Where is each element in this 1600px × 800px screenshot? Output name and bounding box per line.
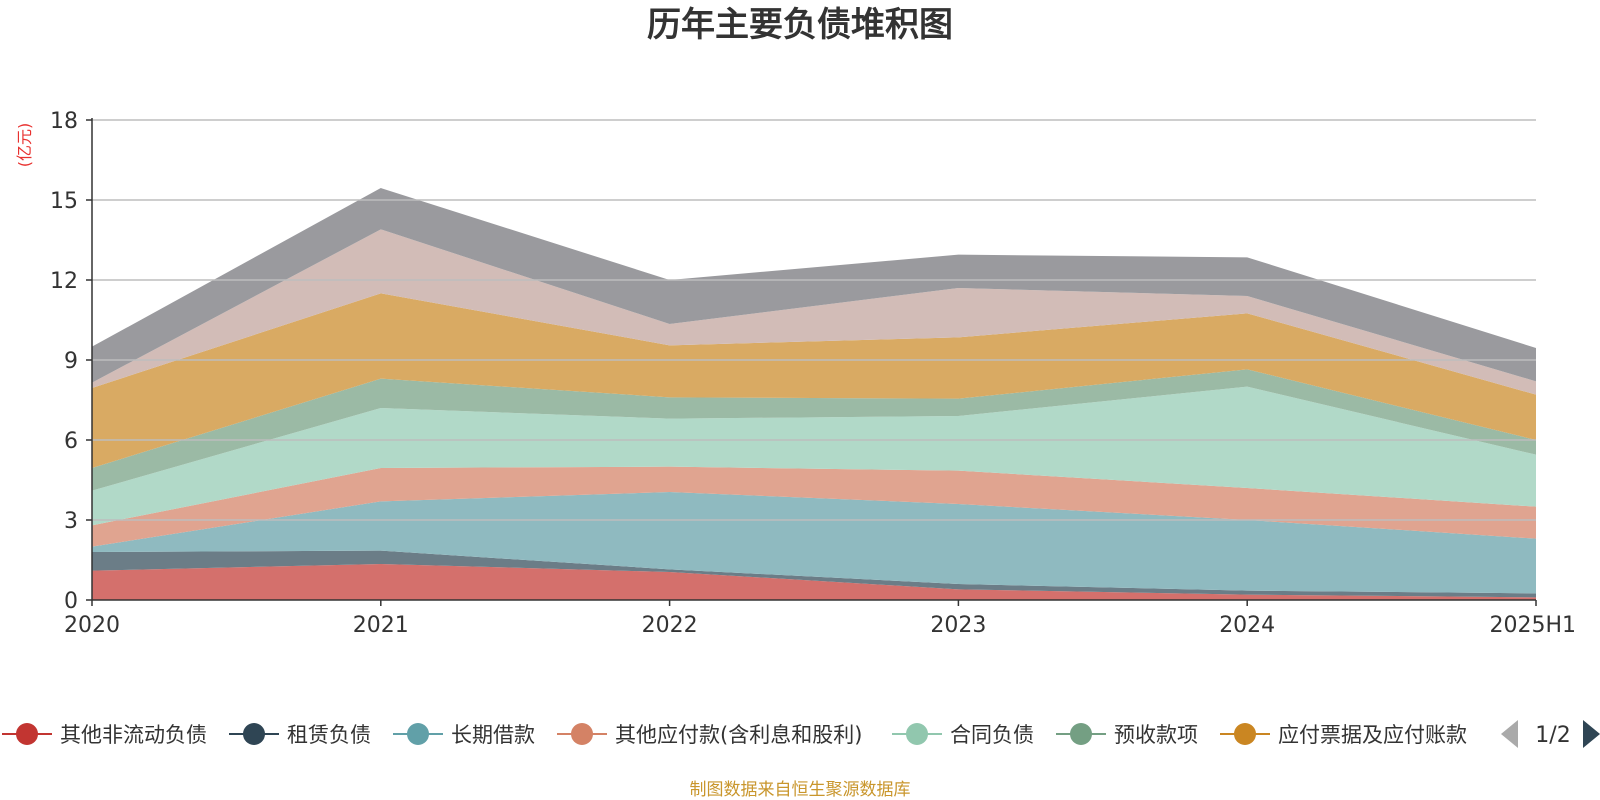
- legend-label: 租赁负债: [287, 723, 371, 747]
- legend-marker-icon: [906, 723, 928, 745]
- legend-item-4[interactable]: 合同负债: [892, 723, 1034, 747]
- axes: [86, 118, 1537, 606]
- area-series-2: [92, 492, 1536, 594]
- area-series-8: [92, 188, 1536, 383]
- legend-item-3[interactable]: 其他应付款(含利息和股利): [557, 723, 862, 747]
- y-tick-label: 6: [64, 429, 78, 454]
- area-layer: [92, 188, 1536, 600]
- area-series-5: [92, 369, 1536, 491]
- x-tick-labels: 2020 2021 2022 2023 2024 2025H1: [64, 613, 1576, 638]
- legend-item-1[interactable]: 租赁负债: [229, 723, 371, 747]
- y-axis-unit: (亿元): [15, 123, 34, 168]
- triangle-right-icon[interactable]: [1583, 720, 1600, 748]
- legend-item-0[interactable]: 其他非流动负债: [2, 723, 207, 747]
- legend-marker-icon: [16, 723, 38, 745]
- area-series-0: [92, 564, 1536, 600]
- y-tick-label: 18: [50, 109, 78, 134]
- x-tick-label: 2022: [642, 613, 698, 638]
- legend-item-6[interactable]: 应付票据及应付账款: [1220, 723, 1467, 747]
- legend-label: 其他应付款(含利息和股利): [615, 723, 862, 747]
- y-tick-label: 15: [50, 189, 78, 214]
- legend-label: 应付票据及应付账款: [1278, 723, 1467, 747]
- legend-marker-icon: [571, 723, 593, 745]
- legend-item-2[interactable]: 长期借款: [393, 723, 535, 747]
- legend-marker-icon: [1070, 723, 1092, 745]
- area-series-3: [92, 466, 1536, 547]
- chart-title: 历年主要负债堆积图: [647, 5, 953, 45]
- area-series-6: [92, 293, 1536, 468]
- y-tick-label: 0: [64, 589, 78, 614]
- legend-label: 预收款项: [1114, 723, 1198, 747]
- area-series-7: [92, 229, 1536, 395]
- y-tick-labels: 0 3 6 9 12 15 18: [50, 109, 78, 614]
- x-tick-label: 2023: [930, 613, 986, 638]
- legend-item-5[interactable]: 预收款项: [1056, 723, 1198, 747]
- legend-pager: 1/2: [1501, 720, 1600, 748]
- legend-marker-icon: [1234, 723, 1256, 745]
- legend-label: 其他非流动负债: [60, 723, 207, 747]
- legend-label: 长期借款: [451, 723, 535, 747]
- legend-label: 合同负债: [950, 723, 1034, 747]
- x-tick-label: 2020: [64, 613, 120, 638]
- legend-marker-icon: [243, 723, 265, 745]
- x-tick-label: 2021: [353, 613, 409, 638]
- x-tick-label: 2024: [1219, 613, 1275, 638]
- legend-page-label: 1/2: [1535, 723, 1570, 748]
- x-tick-label: 2025H1: [1489, 613, 1576, 638]
- data-source-note: 制图数据来自恒生聚源数据库: [690, 780, 911, 800]
- triangle-left-icon[interactable]: [1501, 720, 1518, 748]
- y-tick-label: 9: [64, 349, 78, 374]
- area-series-1: [92, 550, 1536, 598]
- y-tick-label: 12: [50, 269, 78, 294]
- area-series-4: [92, 386, 1536, 526]
- legend-marker-icon: [407, 723, 429, 745]
- y-tick-label: 3: [64, 509, 78, 534]
- grid-lines: [92, 119, 1536, 521]
- legend: 其他非流动负债 租赁负债 长期借款 其他应付款(含利息和股利) 合同负债 预收款项 应付票据…: [2, 723, 1467, 747]
